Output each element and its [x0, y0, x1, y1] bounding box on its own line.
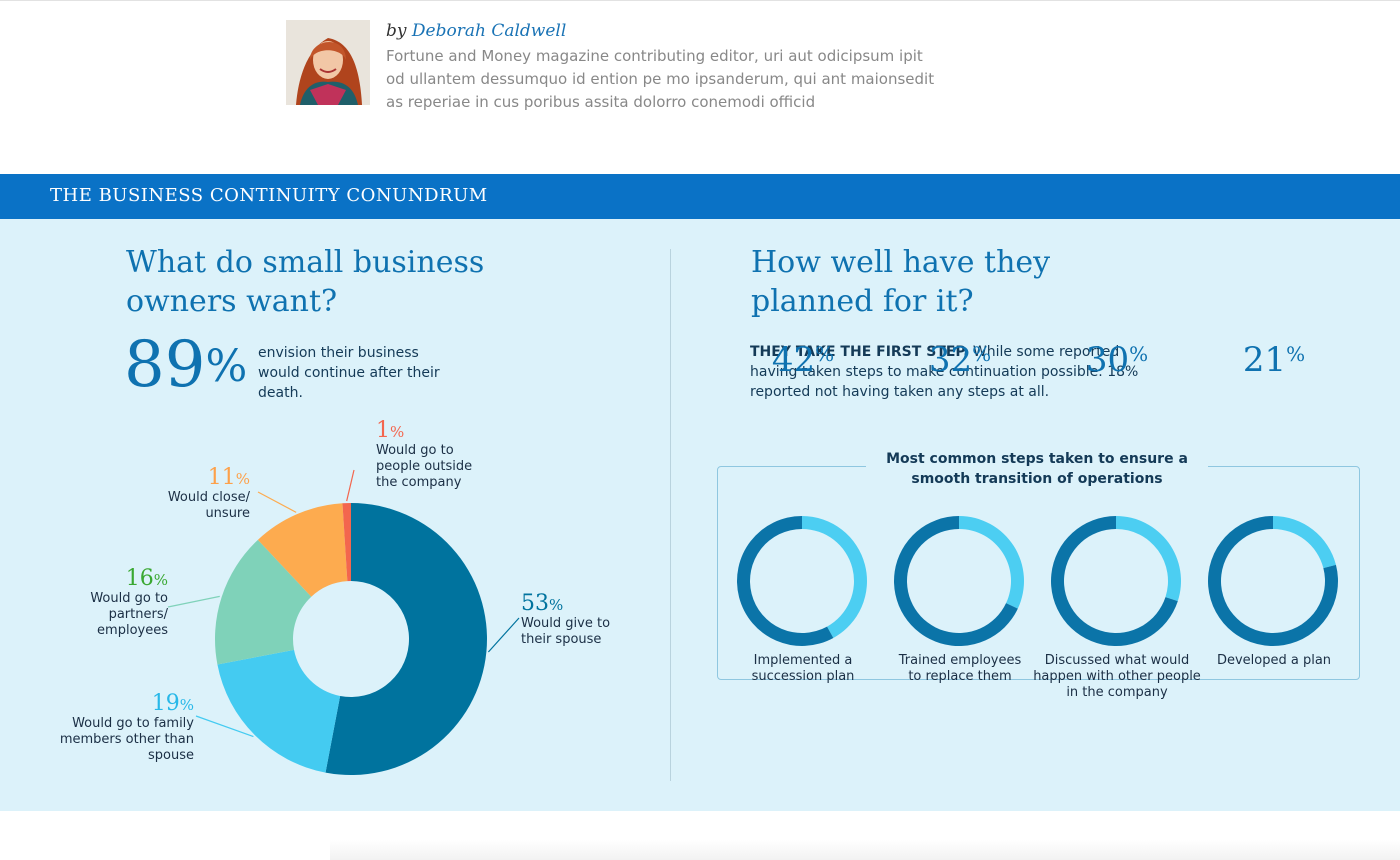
callout-spouse-label: Would give to their spouse [521, 616, 611, 647]
author-byline: by Deborah Caldwell [386, 21, 566, 41]
steps-title: Most common steps taken to ensure a smoo… [886, 451, 1188, 487]
callout-outside-value: 1% [376, 419, 476, 443]
author-bio: Fortune and Money magazine contributing … [386, 47, 935, 111]
callout-spouse: 53% Would give to their spouse [521, 592, 641, 648]
ring-3-value: 30% [1047, 340, 1187, 380]
donut-slice-5 [342, 503, 351, 582]
ring-4-number: 21 [1242, 340, 1287, 380]
stat-value: 89 [124, 328, 206, 402]
ring-2-unit: % [972, 342, 992, 366]
ring-2-label: Trained employees to replace them [898, 653, 1022, 684]
callout-family-number: 19 [151, 691, 180, 716]
stat-unit: % [205, 341, 248, 392]
ring-1-label: Implemented a succession plan [751, 653, 855, 684]
callout-family-unit: % [179, 696, 194, 714]
right-heading-line2: planned for it? [751, 284, 974, 319]
left-heading-line2: owners want? [126, 284, 338, 319]
donut-leader-5 [346, 469, 355, 502]
callout-outside-number: 1 [376, 418, 390, 443]
ring-4-label: Developed a plan [1216, 653, 1332, 668]
callout-close-label: Would close/ unsure [167, 490, 250, 521]
first-step-bold: THEY TAKE THE FIRST STEP. [750, 344, 969, 360]
first-step-paragraph: THEY TAKE THE FIRST STEP. While some rep… [750, 342, 1170, 402]
donut-leader-3 [167, 595, 220, 608]
ring-1-unit: % [815, 342, 835, 366]
stat-89: 89% [124, 329, 247, 401]
callout-close-value: 11% [150, 466, 250, 490]
steps-title-backdrop [866, 446, 1208, 492]
left-heading: What do small business owners want? [126, 243, 484, 321]
ring-4-value: 21% [1204, 340, 1344, 380]
ring-1-remainder [737, 516, 834, 646]
top-rule [0, 0, 1400, 1]
ring-2-number: 32 [928, 340, 973, 380]
callout-partners: 16% Would go to partners/ employees [60, 567, 168, 639]
callout-spouse-unit: % [549, 596, 564, 614]
ring-3-number: 30 [1085, 340, 1130, 380]
footer-shadow [330, 840, 1400, 860]
infographic-panel: What do small business owners want? 89% … [0, 219, 1400, 811]
donut-slice-3 [214, 539, 312, 665]
first-step-text: While some reported having taken steps t… [750, 344, 1139, 400]
ring-2-value: 32% [890, 340, 1030, 380]
ring-4-share [1273, 516, 1336, 569]
callout-close: 11% Would close/ unsure [150, 466, 250, 522]
callout-partners-value: 16% [60, 567, 168, 591]
ring-3-unit: % [1129, 342, 1149, 366]
callout-family-label: Would go to family members other than sp… [59, 716, 194, 763]
author-block: by Deborah Caldwell Fortune and Money ma… [286, 20, 986, 120]
right-heading-line1: How well have they [751, 245, 1051, 280]
ring-4-unit: % [1286, 342, 1306, 366]
donut-leader-2 [195, 715, 254, 738]
donut-leader-4 [257, 491, 297, 513]
callout-outside: 1% Would go to people outside the compan… [376, 419, 476, 491]
ring-1-number: 42 [771, 340, 816, 380]
donut-leader-1 [487, 617, 520, 653]
byline-prefix: by [386, 21, 407, 41]
ring-1-share [802, 516, 867, 638]
left-heading-line1: What do small business [126, 245, 485, 280]
callout-spouse-value: 53% [521, 592, 641, 616]
ring-3-share [1116, 516, 1181, 602]
donut-slice-1 [325, 503, 488, 775]
callout-partners-unit: % [153, 571, 168, 589]
stat-description: envision their business would continue a… [258, 345, 440, 401]
callout-close-unit: % [235, 470, 250, 488]
callout-partners-number: 16 [125, 566, 154, 591]
right-heading: How well have they planned for it? [751, 243, 1050, 321]
callout-family-value: 19% [44, 692, 194, 716]
column-divider [670, 249, 671, 781]
ring-1-value: 42% [733, 340, 873, 380]
banner-title: THE BUSINESS CONTINUITY CONUNDRUM [50, 185, 488, 206]
donut-slice-4 [257, 503, 348, 597]
callout-family: 19% Would go to family members other tha… [44, 692, 194, 764]
author-avatar[interactable] [286, 20, 370, 105]
callout-outside-unit: % [390, 423, 405, 441]
callout-outside-label: Would go to people outside the company [376, 443, 473, 490]
ring-2-share [959, 516, 1024, 609]
callout-partners-label: Would go to partners/ employees [90, 591, 168, 638]
ring-3-label: Discussed what would happen with other p… [1033, 653, 1201, 700]
section-banner: THE BUSINESS CONTINUITY CONUNDRUM [0, 174, 1400, 219]
author-name[interactable]: Deborah Caldwell [411, 21, 567, 41]
callout-close-number: 11 [207, 465, 236, 490]
donut-slice-2 [217, 649, 341, 773]
callout-spouse-number: 53 [521, 591, 549, 616]
